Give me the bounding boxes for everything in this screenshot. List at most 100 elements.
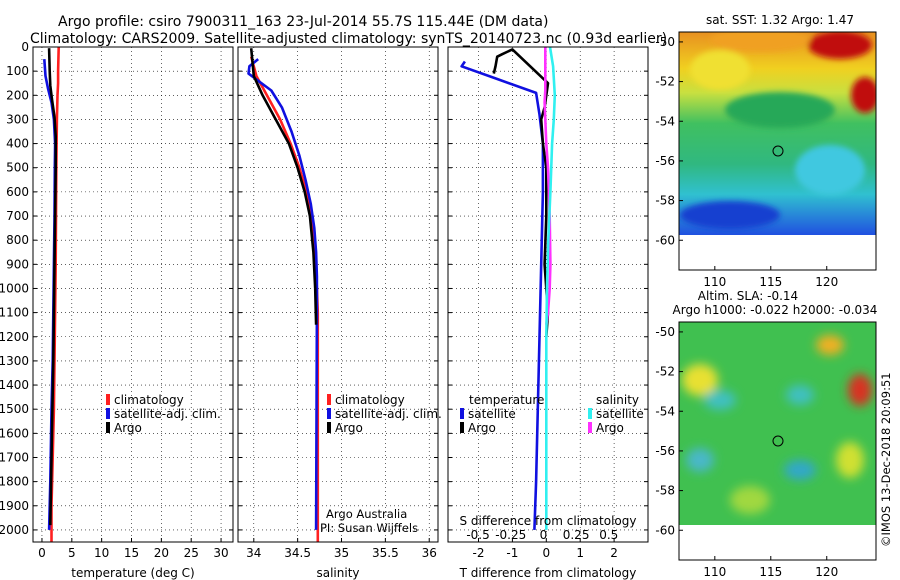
map-x-tick-label: 120: [815, 275, 838, 289]
sst-axes: 110 115 120 -50 -52 -54 -56 -58 -60: [655, 35, 838, 289]
difference-legend: temperature satellite Argo salinity sate…: [460, 393, 644, 435]
y-tick-label: 500: [6, 161, 29, 175]
temperature-panel: 0100200300400500600700800900100011001200…: [0, 40, 234, 580]
x-axis-label: salinity: [316, 566, 359, 580]
x-tick-label: 35: [334, 546, 349, 560]
sla-map-subtitle: Argo h1000: -0.022 h2000: -0.034: [673, 303, 878, 317]
x-tick-label: 20: [154, 546, 169, 560]
legend-label-sal-satellite: satellite: [596, 407, 644, 421]
legend-swatch-sal-satellite: [588, 408, 592, 419]
x-tick-label: 36: [422, 546, 437, 560]
sst-cool-patch: [725, 92, 835, 128]
series-line-temperature-argo: [492, 48, 550, 337]
map-y-tick-label: -56: [655, 154, 675, 168]
difference-panel: -2 -1 0 1 2 T difference from climatology S di…: [447, 46, 649, 580]
legend-label-sal-argo: Argo: [596, 421, 624, 435]
series-line-argo: [249, 48, 318, 325]
x-axis-label: T difference from climatology: [459, 566, 637, 580]
legend-label-satellite: satellite-adj. clim.: [335, 407, 442, 421]
legend-swatch-climatology: [327, 394, 331, 405]
plot-frame: [237, 46, 439, 543]
map-y-tick-label: -58: [655, 194, 675, 208]
sla-background: [679, 322, 876, 525]
y-tick-label: 1600: [0, 426, 29, 440]
x-tick-label: -2: [473, 546, 485, 560]
x-axis-label: temperature (deg C): [71, 566, 194, 580]
y-tick-label: 1200: [0, 330, 29, 344]
title-line-2: Climatology: CARS2009. Satellite-adjuste…: [30, 31, 667, 47]
map-x-tick-label: 110: [703, 275, 726, 289]
sst-cold-patch: [680, 201, 780, 229]
legend-title-temperature: temperature: [469, 393, 544, 407]
credit-line-2: PI: Susan Wijffels: [320, 521, 418, 535]
legend-swatch-climatology: [106, 394, 110, 405]
map-y-tick-label: -60: [655, 233, 675, 247]
sla-high-patch: [816, 335, 844, 355]
series-line-satellite-adj-clim-: [247, 58, 319, 530]
legend-swatch-satellite: [327, 408, 331, 419]
y-tick-label: 1100: [0, 306, 29, 320]
map-x-tick-label: 115: [759, 275, 782, 289]
y-tick-label: 400: [6, 137, 29, 151]
sst-warm-patch: [690, 50, 750, 90]
sst-warm-patch: [851, 77, 876, 113]
legend-swatch-temp-argo: [460, 422, 464, 433]
y-tick-label: 1400: [0, 378, 29, 392]
sla-high-patch: [848, 374, 872, 406]
map-x-tick-label: 115: [759, 565, 782, 579]
x-tick-label: 0: [38, 546, 46, 560]
title-line-1: Argo profile: csiro 7900311_163 23-Jul-2…: [58, 14, 548, 30]
sla-high-patch: [836, 442, 864, 478]
salinity-legend: climatology satellite-adj. clim. Argo Ar…: [320, 393, 442, 535]
legend-swatch-satellite: [106, 408, 110, 419]
map-y-tick-label: -54: [655, 404, 675, 418]
y-tick-label: 0: [21, 40, 29, 54]
sst-warm-patch: [710, 32, 810, 52]
x-tick-label: 35.5: [372, 546, 399, 560]
sst-argo-marker: [772, 145, 784, 157]
map-y-tick-label: -60: [655, 523, 675, 537]
legend-swatch-argo: [106, 422, 110, 433]
s-tick-label: -0.5: [466, 528, 489, 542]
series-line-salinity-argo: [543, 47, 552, 325]
x-tick-label: 34: [246, 546, 261, 560]
sla-high-patch: [682, 364, 718, 396]
legend-swatch-argo: [327, 422, 331, 433]
legend-swatch-sal-argo: [588, 422, 592, 433]
sst-map: sat. SST: 1.32 Argo: 1.47 110 115 120 -50 -5…: [655, 13, 877, 289]
map-x-tick-label: 110: [703, 565, 726, 579]
legend-label-argo: Argo: [114, 421, 142, 435]
series-line-argo: [47, 48, 58, 526]
copyright: ©IMOS 13-Dec-2018 20:09:51: [879, 372, 893, 547]
sst-map-title: sat. SST: 1.32 Argo: 1.47: [706, 13, 854, 27]
x-tick-label: 15: [124, 546, 139, 560]
legend-label-climatology: climatology: [114, 393, 184, 407]
y-tick-label: 1800: [0, 475, 29, 489]
temperature-legend: climatology satellite-adj. clim. Argo: [106, 393, 221, 435]
sla-argo-marker: [772, 435, 784, 447]
s-tick-label: 0: [540, 528, 548, 542]
legend-title-salinity: salinity: [596, 393, 639, 407]
x-tick-label: 1: [576, 546, 584, 560]
sla-low-patch: [704, 390, 736, 410]
x-tick-label: 10: [94, 546, 109, 560]
legend-swatch-temp-satellite: [460, 408, 464, 419]
s-axis-label: S difference from climatology: [460, 514, 637, 528]
x-tick-label: 0: [542, 546, 550, 560]
legend-label-temp-satellite: satellite: [468, 407, 516, 421]
map-y-tick-label: -54: [655, 114, 675, 128]
sst-map-frame: [678, 31, 877, 271]
s-tick-label: 0.25: [563, 528, 590, 542]
map-x-tick-label: 120: [815, 565, 838, 579]
x-tick-label: -1: [506, 546, 518, 560]
s-tick-label: -0.25: [495, 528, 526, 542]
legend-label-climatology: climatology: [335, 393, 405, 407]
y-tick-label: 1500: [0, 402, 29, 416]
legend-label-argo: Argo: [335, 421, 363, 435]
map-y-tick-label: -50: [655, 35, 675, 49]
sla-low-patch: [784, 460, 816, 480]
x-tick-label: 34.5: [284, 546, 311, 560]
y-tick-label: 1700: [0, 450, 29, 464]
sla-map-frame: [678, 321, 877, 561]
